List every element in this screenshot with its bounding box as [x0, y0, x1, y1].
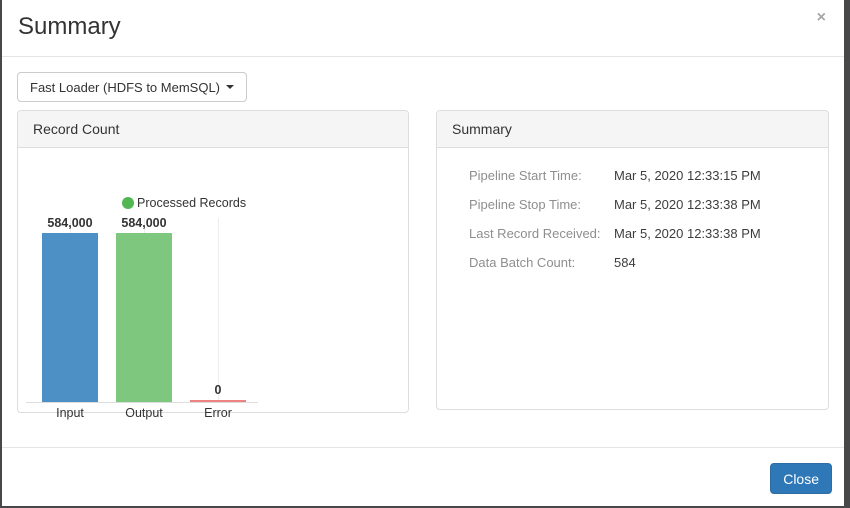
bar-value-label: 584,000 [121, 216, 167, 230]
bar-group-input: 584,000 Input [33, 148, 107, 420]
panels-row: Record Count Processed Records 584,000 In… [17, 110, 829, 420]
bar-input[interactable] [42, 233, 98, 402]
close-icon[interactable]: × [816, 9, 826, 26]
summary-row-label: Data Batch Count: [469, 255, 576, 270]
bar-output[interactable] [116, 233, 172, 402]
bar-value-label: 584,000 [47, 216, 93, 230]
legend-dot-icon [122, 197, 134, 209]
summary-row: Pipeline Stop Time: Mar 5, 2020 12:33:38… [469, 197, 813, 226]
bar-value-label: 0 [214, 383, 222, 397]
summary-row-label: Pipeline Stop Time: [469, 197, 582, 212]
summary-row: Last Record Received: Mar 5, 2020 12:33:… [469, 226, 813, 255]
tick-label-error: Error [204, 406, 232, 420]
summary-row-value: Mar 5, 2020 12:33:15 PM [614, 168, 761, 183]
pipeline-select-label: Fast Loader (HDFS to MemSQL) [30, 79, 220, 95]
chart-legend[interactable]: Processed Records [122, 196, 246, 210]
modal-header: Summary × [2, 0, 844, 57]
summary-rows: Pipeline Start Time: Mar 5, 2020 12:33:1… [437, 148, 828, 284]
summary-panel-title: Summary [437, 111, 828, 148]
summary-panel: Summary Pipeline Start Time: Mar 5, 2020… [436, 110, 829, 410]
tick-label-input: Input [56, 406, 84, 420]
summary-row-label: Last Record Received: [469, 226, 601, 241]
chart-plot-area: 584,000 Input 584,000 Output 0 Error [18, 148, 408, 420]
bar-group-error: 0 Error [181, 148, 255, 420]
close-button[interactable]: Close [770, 463, 832, 494]
record-count-panel: Record Count Processed Records 584,000 In… [17, 110, 409, 420]
summary-row-value: Mar 5, 2020 12:33:38 PM [614, 197, 761, 212]
page-title: Summary [18, 13, 121, 40]
caret-down-icon [226, 85, 234, 89]
pipeline-select-dropdown[interactable]: Fast Loader (HDFS to MemSQL) [17, 72, 247, 102]
modal-body: Fast Loader (HDFS to MemSQL) Record Coun… [2, 57, 844, 428]
legend-label: Processed Records [137, 196, 247, 210]
record-count-chart: Processed Records 584,000 Input 584,000 Out… [18, 148, 408, 420]
summary-row-label: Pipeline Start Time: [469, 168, 582, 183]
bar-error[interactable] [190, 400, 246, 402]
summary-row-value: Mar 5, 2020 12:33:38 PM [614, 226, 761, 241]
summary-row: Pipeline Start Time: Mar 5, 2020 12:33:1… [469, 168, 813, 197]
modal-footer: Close [2, 447, 844, 506]
chart-gridline [218, 218, 219, 402]
tick-label-output: Output [125, 406, 163, 420]
summary-row: Data Batch Count: 584 [469, 255, 813, 284]
record-count-panel-title: Record Count [18, 111, 408, 148]
summary-row-value: 584 [614, 255, 636, 270]
x-axis-line [26, 402, 258, 403]
bar-group-output: 584,000 Output [107, 148, 181, 420]
